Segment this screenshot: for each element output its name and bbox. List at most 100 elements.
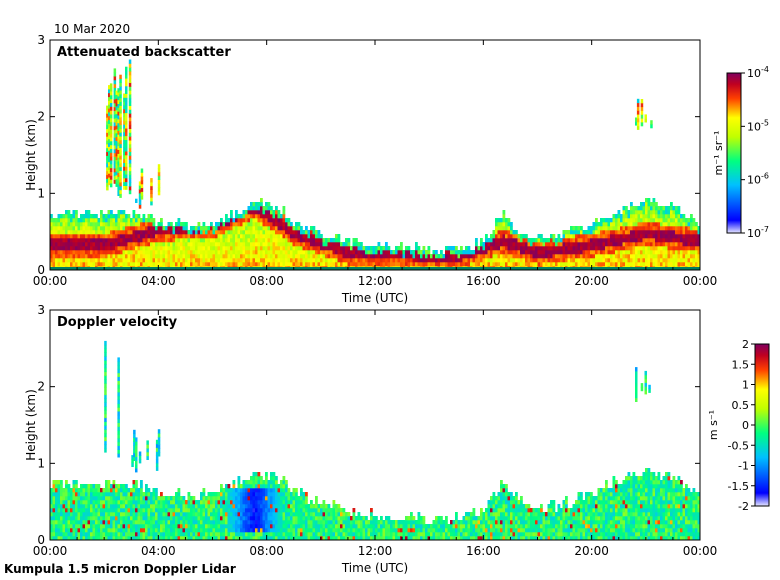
backscatter-cloud-cell [108,92,111,98]
backscatter-cloud-cell [128,101,132,106]
backscatter-cell [150,226,153,231]
backscatter-cell [82,246,86,251]
backscatter-cell [557,246,561,251]
backscatter-cell [612,214,616,219]
backscatter-cell [262,222,266,227]
velocity-cell [125,484,128,489]
backscatter-cell [75,222,78,227]
backscatter-cell [222,226,226,231]
velocity-cell [50,492,53,497]
velocity-cell [287,500,291,505]
backscatter-cell [605,226,608,231]
backscatter-cell [90,214,93,219]
backscatter-cell [320,254,323,259]
backscatter-cell [667,222,671,227]
velocity-cell [210,536,213,540]
backscatter-cell [692,226,696,231]
velocity-cell [100,532,103,537]
velocity-cell [377,532,381,537]
backscatter-cell [315,230,318,235]
backscatter-cell [115,214,118,219]
backscatter-cell [527,262,531,267]
velocity-cell [67,512,71,517]
backscatter-cell [130,250,133,255]
velocity-cell [215,520,218,525]
backscatter-cell [62,214,66,219]
velocity-cell [377,528,381,533]
velocity-cell [77,536,81,540]
backscatter-cell [252,210,256,215]
velocity-cell [217,532,221,537]
backscatter-cell [537,234,541,239]
backscatter-cell [60,222,63,227]
velocity-cell [117,500,121,505]
velocity-cell [197,516,201,521]
backscatter-cell [692,242,696,247]
velocity-cell [347,532,351,537]
backscatter-cell [127,258,131,263]
velocity-cell [257,528,261,533]
backscatter-cell [255,234,258,239]
backscatter-cell [240,234,243,239]
backscatter-cell [415,250,418,255]
backscatter-cell [297,226,301,231]
velocity-cell [207,520,211,525]
backscatter-cell [680,250,683,255]
velocity-cell [137,496,141,501]
backscatter-cell [430,262,433,267]
backscatter-cell [60,250,63,255]
velocity-cell [225,528,228,533]
velocity-cell [162,520,166,525]
velocity-cell [325,504,328,509]
backscatter-cell [137,226,141,231]
velocity-cell [87,484,91,489]
velocity-cell [112,524,116,529]
backscatter-cell [680,238,683,243]
velocity-cell [270,480,273,485]
backscatter-cell [147,258,151,263]
velocity-cell [205,508,208,513]
velocity-cell [255,492,258,497]
velocity-cell [305,496,308,501]
velocity-cell [82,484,86,489]
backscatter-cloud-cell [115,94,118,99]
velocity-cell [72,516,76,521]
velocity-cell [90,492,93,497]
backscatter-cell [287,242,291,247]
backscatter-cell [460,250,463,255]
velocity-cell [67,492,71,497]
backscatter-cell [87,210,91,215]
velocity-cell [210,516,213,521]
backscatter-cell [402,258,406,263]
backscatter-cloud-cell [109,148,113,153]
backscatter-cell [665,246,668,251]
velocity-cell [225,500,228,505]
backscatter-cloud-cell [117,107,120,112]
backscatter-cell [317,242,321,247]
backscatter-cell [100,234,103,239]
velocity-cell [162,536,166,540]
backscatter-cell [665,230,668,235]
velocity-cell [80,528,83,533]
backscatter-cell [87,250,91,255]
backscatter-cell [485,234,488,239]
backscatter-cell [552,246,556,251]
backscatter-cell [597,254,601,259]
backscatter-cloud-cell [123,120,126,125]
velocity-cell [112,516,116,521]
velocity-cell [267,492,271,497]
backscatter-cell [225,218,228,223]
backscatter-cell [110,238,113,243]
velocity-cell [265,532,268,537]
backscatter-cell [270,258,273,263]
velocity-cell [242,528,246,533]
backscatter-cell [590,250,593,255]
backscatter-cloud-cell [150,185,153,190]
velocity-cell [185,504,188,509]
backscatter-cell [262,262,266,267]
backscatter-cell [227,238,231,243]
backscatter-cell [295,258,298,263]
backscatter-cell [625,242,628,247]
backscatter-cell [570,254,573,259]
backscatter-cell [325,250,328,255]
